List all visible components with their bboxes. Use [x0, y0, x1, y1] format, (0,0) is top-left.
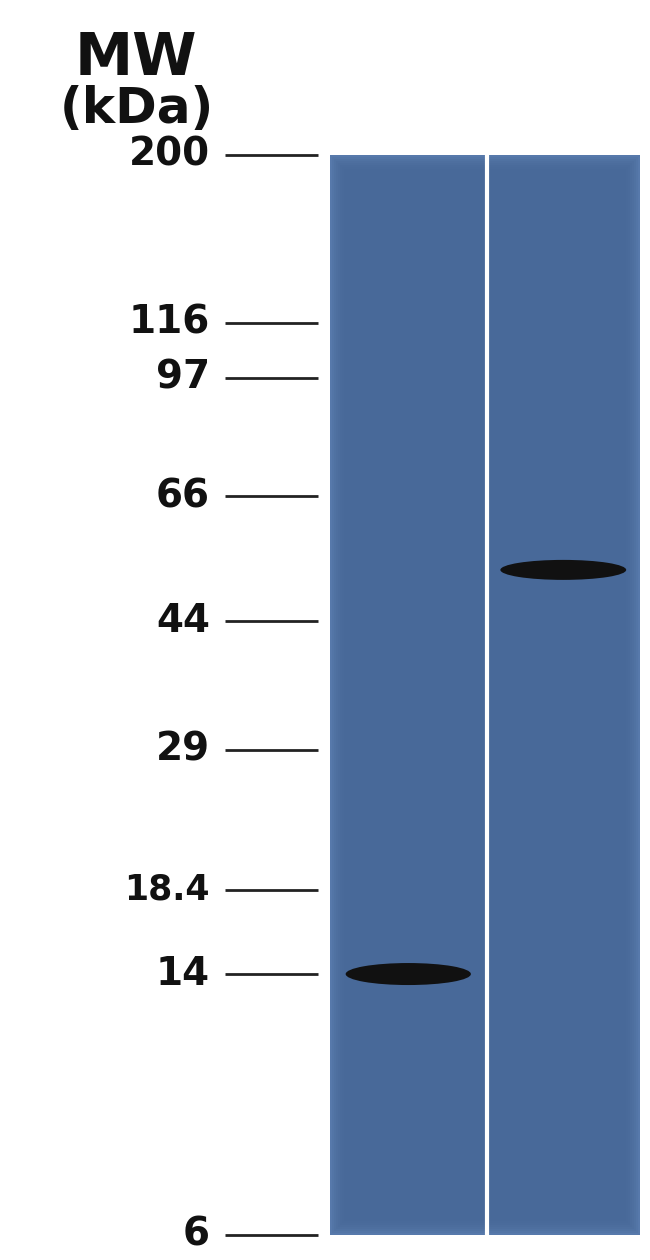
Bar [332, 158, 638, 1234]
Ellipse shape [500, 559, 626, 580]
Bar [340, 165, 630, 1225]
Text: 14: 14 [156, 955, 210, 993]
Text: MW: MW [75, 30, 198, 87]
Ellipse shape [346, 963, 471, 985]
Bar [330, 155, 640, 1235]
Text: 200: 200 [129, 136, 210, 174]
Bar [338, 163, 632, 1227]
Bar [342, 168, 628, 1223]
Text: 29: 29 [156, 731, 210, 769]
Bar [344, 169, 626, 1221]
Text: 44: 44 [156, 602, 210, 640]
Bar [336, 161, 634, 1228]
Bar [330, 155, 640, 1235]
Text: 18.4: 18.4 [125, 873, 210, 907]
Text: 97: 97 [156, 359, 210, 397]
Text: (kDa): (kDa) [60, 84, 214, 134]
Text: 6: 6 [183, 1216, 210, 1254]
Text: 116: 116 [129, 304, 210, 341]
Text: 66: 66 [156, 478, 210, 515]
Bar [334, 159, 636, 1231]
